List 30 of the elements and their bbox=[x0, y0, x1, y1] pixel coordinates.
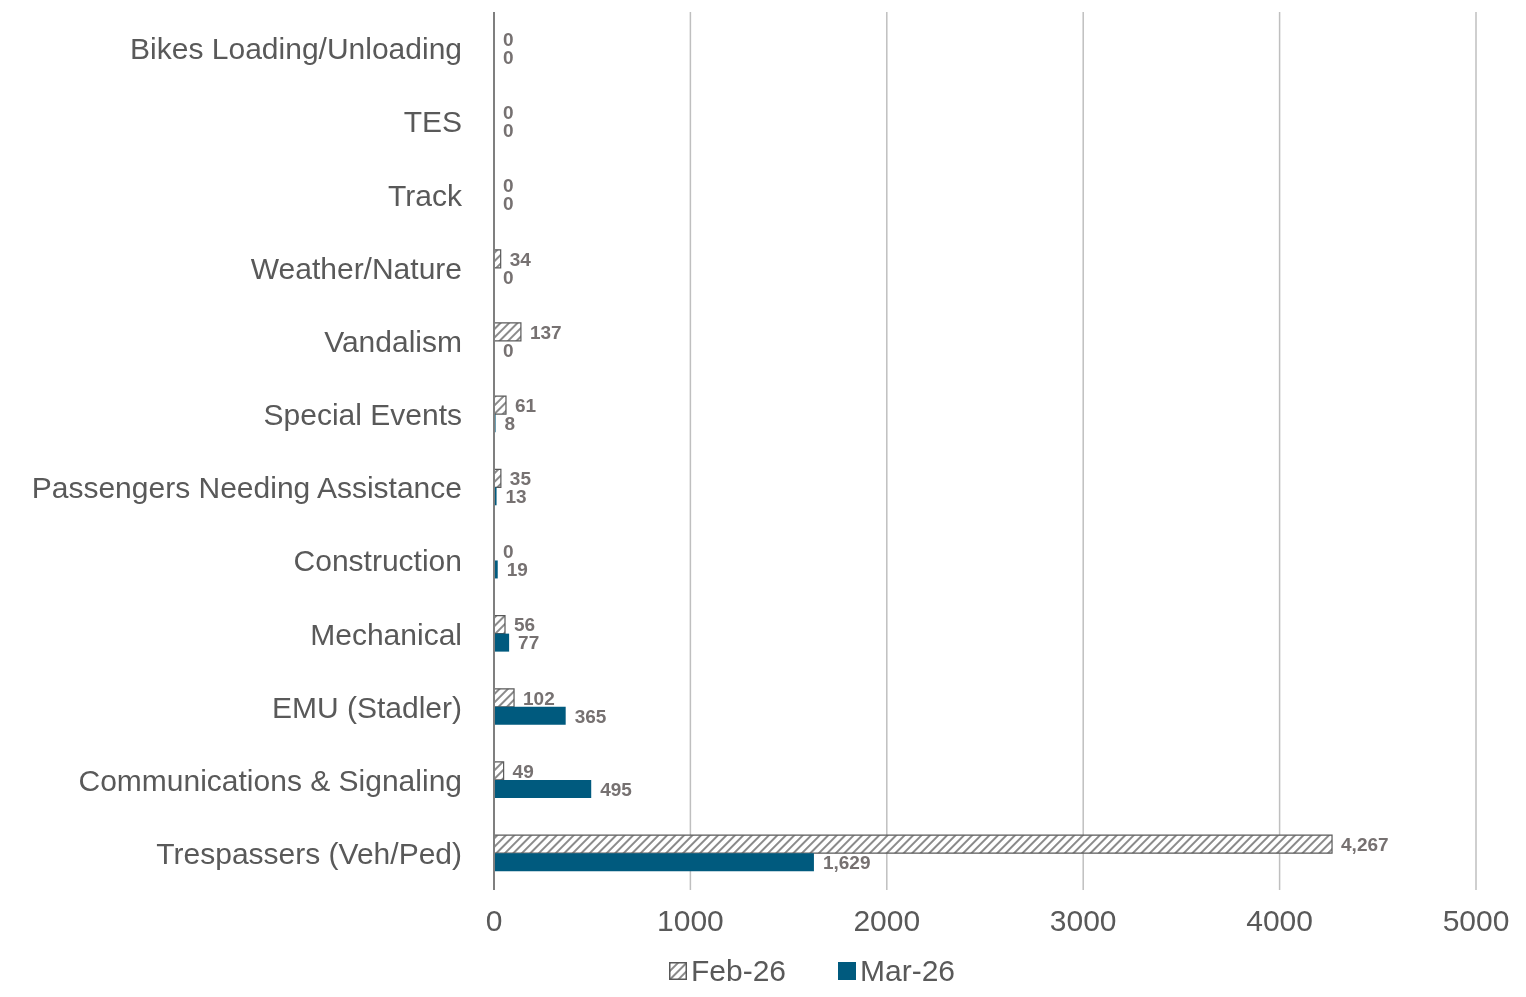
data-label: 137 bbox=[529, 321, 562, 343]
x-tick-label: 3000 bbox=[1049, 904, 1117, 938]
data-label: 495 bbox=[600, 778, 633, 800]
data-label: 61 bbox=[514, 394, 537, 416]
data-label: 1,629 bbox=[822, 851, 871, 873]
data-label: 49 bbox=[512, 760, 534, 782]
legend-label: Mar-26 bbox=[860, 954, 956, 988]
x-tick-label: 2000 bbox=[853, 904, 921, 938]
x-tick-label: 4000 bbox=[1246, 904, 1313, 938]
y-tick-label: Mechanical bbox=[310, 617, 462, 651]
y-tick-label: Passengers Needing Assistance bbox=[31, 471, 462, 505]
data-label: 102 bbox=[523, 687, 555, 709]
y-tick-label: Bikes Loading/Unloading bbox=[130, 32, 462, 66]
legend-label: Feb-26 bbox=[690, 954, 787, 988]
y-tick-label: EMU (Stadler) bbox=[271, 690, 462, 724]
x-tick-label: 1000 bbox=[657, 904, 724, 938]
y-tick-label: TES bbox=[403, 105, 462, 139]
y-tick-label: Construction bbox=[293, 544, 462, 578]
y-tick-label: Track bbox=[388, 178, 463, 212]
y-tick-label: Communications & Signaling bbox=[78, 763, 462, 797]
y-tick-label: Trespassers (Veh/Ped) bbox=[156, 837, 462, 871]
x-tick-label: 0 bbox=[485, 904, 503, 938]
y-tick-label: Weather/Nature bbox=[250, 251, 462, 285]
x-tick-label: 5000 bbox=[1442, 904, 1510, 938]
data-label: 8 bbox=[504, 412, 516, 434]
data-label: 365 bbox=[574, 705, 607, 727]
data-label: 0 bbox=[503, 339, 514, 361]
data-label: 4,267 bbox=[1341, 833, 1389, 855]
y-tick-label: Special Events bbox=[263, 398, 462, 432]
y-tick-label: Vandalism bbox=[324, 324, 462, 358]
